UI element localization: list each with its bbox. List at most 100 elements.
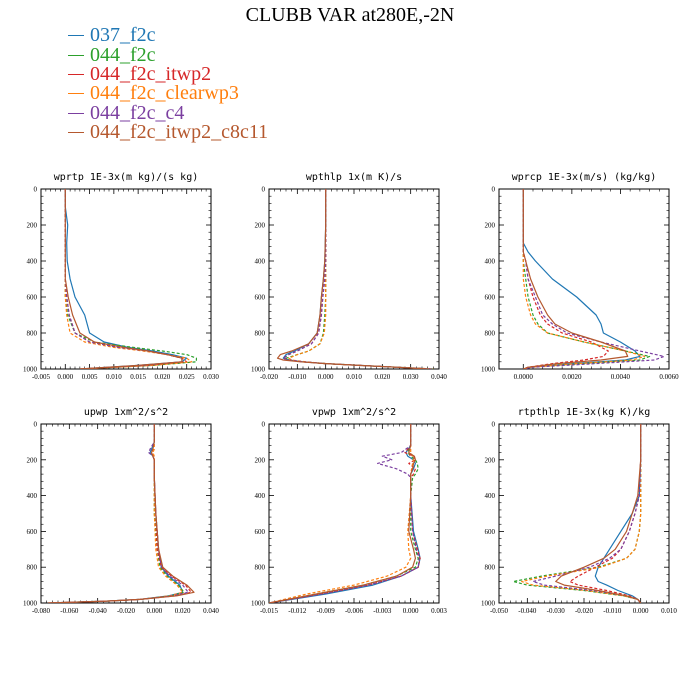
plot-frame	[40, 188, 212, 370]
x-tick-label: -0.020	[575, 607, 594, 615]
series-group	[512, 424, 642, 603]
y-tick-label: 400	[27, 258, 38, 266]
y-tick-label: 0	[34, 421, 38, 429]
x-tick-label: 0.003	[431, 607, 447, 615]
chart-title: upwp 1xm^2/s^2	[84, 407, 168, 418]
y-tick-label: 800	[485, 564, 496, 572]
chart-panel: wpthlp 1x(m K)/s -0.020 -0.010 0.000 0.010 0.…	[251, 172, 447, 381]
legend-label: 044_f2c_itwp2	[90, 62, 212, 85]
series-line	[555, 424, 642, 603]
y-tick-label: 600	[255, 528, 266, 536]
y-tick-label: 1000	[251, 600, 266, 608]
legend: 037_f2c 044_f2c 044_f2c_itwp2 044_f2c_cl…	[68, 25, 269, 144]
y-tick-label: 200	[255, 222, 266, 230]
series-line	[48, 424, 192, 603]
x-tick-label: -0.010	[603, 607, 622, 615]
y-tick-label: 600	[485, 294, 496, 302]
y-tick-label: 800	[27, 564, 38, 572]
y-tick-label: 400	[485, 258, 496, 266]
y-tick-label: 1000	[481, 366, 496, 374]
series-line	[282, 189, 431, 369]
x-tick-label: 0.030	[403, 373, 419, 381]
y-tick-label: 0	[262, 421, 266, 429]
y-tick-label: 800	[485, 330, 496, 338]
x-tick-label: 0.020	[374, 373, 390, 381]
series-group	[64, 189, 197, 369]
y-tick-label: 800	[27, 330, 38, 338]
x-tick-label: 0.020	[155, 373, 171, 381]
plot-frame	[268, 188, 440, 370]
x-tick-label: 0.000	[146, 607, 162, 615]
series-line	[64, 189, 193, 369]
series-line	[64, 189, 188, 369]
chart-title: rtpthlp 1E-3x(kg K)/kg	[518, 407, 650, 418]
legend-line-icon	[68, 93, 84, 95]
series-line	[48, 424, 184, 603]
y-tick-label: 600	[27, 528, 38, 536]
legend-label: 044_f2c	[90, 43, 156, 66]
series-line	[285, 189, 434, 369]
chart-title: vpwp 1xm^2/s^2	[312, 407, 396, 418]
x-tick-label: 0.040	[431, 373, 447, 381]
series-line	[48, 424, 184, 603]
series-line	[594, 424, 642, 603]
series-line	[64, 189, 183, 369]
x-tick-label: 0.0060	[659, 373, 679, 381]
y-tick-label: 800	[255, 330, 266, 338]
y-tick-label: 200	[485, 222, 496, 230]
y-tick-label: 0	[492, 421, 496, 429]
series-line	[269, 424, 416, 603]
x-tick-label: 0.0040	[611, 373, 631, 381]
legend-label: 044_f2c_clearwp3	[90, 82, 239, 105]
x-tick-label: 0.000	[318, 373, 334, 381]
y-tick-label: 600	[27, 294, 38, 302]
series-group	[269, 424, 421, 603]
y-tick-label: 0	[34, 186, 38, 194]
legend-item: 037_f2c	[68, 25, 268, 45]
y-tick-label: 400	[27, 492, 38, 500]
legend-item: 044_f2c_c4	[68, 101, 268, 124]
y-tick-label: 0	[262, 186, 266, 194]
legend-item: 044_f2c_itwp2	[68, 62, 268, 85]
x-tick-label: -0.060	[60, 607, 79, 615]
x-tick-label: -0.020	[260, 373, 279, 381]
legend-label: 044_f2c_itwp2_c8c11	[90, 121, 269, 144]
x-tick-label: -0.080	[32, 607, 51, 615]
legend-line-icon	[68, 54, 84, 56]
y-tick-label: 1000	[23, 600, 38, 608]
chart-panel: upwp 1xm^2/s^2 -0.080 -0.060 -0.040 -0.020 0.…	[23, 407, 219, 615]
legend-item: 044_f2c_clearwp3	[68, 82, 268, 105]
series-line	[276, 189, 428, 369]
series-line	[569, 424, 642, 603]
plot-frame	[268, 423, 440, 604]
series-line	[522, 189, 665, 369]
y-tick-label: 200	[255, 456, 266, 464]
legend-line-icon	[68, 73, 84, 75]
series-line	[522, 189, 609, 369]
plot-frame	[498, 423, 670, 604]
x-tick-label: 0.0000	[514, 373, 534, 381]
x-tick-label: -0.003	[373, 607, 392, 615]
legend-label: 044_f2c_c4	[90, 101, 185, 124]
x-tick-label: -0.040	[518, 607, 537, 615]
series-line	[282, 189, 431, 369]
chart-panel: vpwp 1xm^2/s^2 -0.015 -0.012 -0.009 -0.006 -0…	[251, 407, 447, 615]
x-tick-label: -0.009	[317, 607, 336, 615]
y-tick-label: 200	[485, 456, 496, 464]
x-tick-label: -0.030	[547, 607, 566, 615]
y-tick-label: 600	[485, 528, 496, 536]
series-line	[522, 189, 629, 369]
legend-line-icon	[68, 132, 84, 134]
legend-item: 044_f2c	[68, 43, 268, 66]
x-tick-label: 0.010	[106, 373, 122, 381]
plot-frame	[498, 188, 670, 370]
x-tick-label: -0.012	[288, 607, 307, 615]
x-tick-label: 0.005	[82, 373, 98, 381]
x-tick-label: -0.050	[490, 607, 509, 615]
series-line	[269, 424, 421, 603]
y-tick-label: 800	[255, 564, 266, 572]
plot-frame	[40, 423, 212, 604]
legend-item: 044_f2c_itwp2_c8c11	[68, 121, 269, 144]
y-tick-label: 1000	[23, 366, 38, 374]
